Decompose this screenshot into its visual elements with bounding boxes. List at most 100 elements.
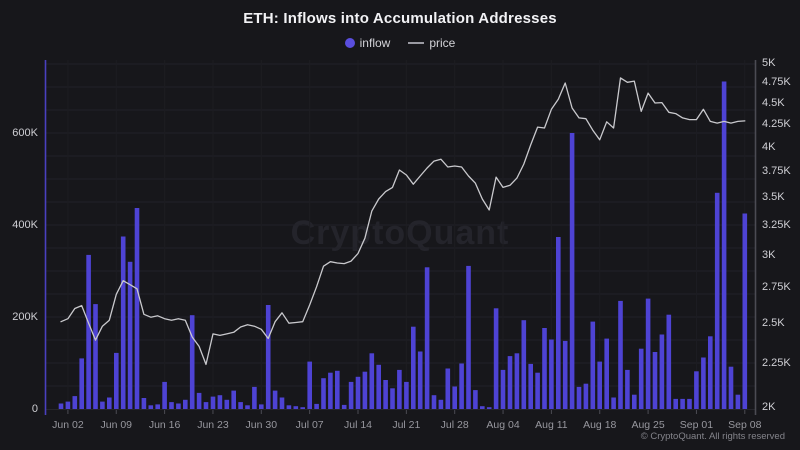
inflow-bar xyxy=(169,402,174,409)
inflow-bar xyxy=(259,404,264,409)
inflow-bar xyxy=(79,358,84,409)
inflow-bar xyxy=(376,364,381,409)
inflow-bar xyxy=(569,133,575,409)
inflow-bar xyxy=(583,383,589,409)
inflow-bar xyxy=(714,192,720,409)
x-axis-label: Jul 14 xyxy=(343,419,373,431)
inflow-bar xyxy=(362,371,368,409)
x-axis-label: Jun 23 xyxy=(197,419,229,431)
x-axis-label: Jun 02 xyxy=(52,419,84,431)
y-axis-right-label: 4.25K xyxy=(762,118,791,130)
inflow-bar xyxy=(341,404,347,409)
y-axis-right-label: 3K xyxy=(762,248,776,261)
x-axis-label: Aug 25 xyxy=(631,419,665,431)
inflow-bar xyxy=(148,405,154,409)
inflow-bar xyxy=(556,237,561,409)
inflow-bar xyxy=(659,334,665,409)
y-axis-right-label: 2.5K xyxy=(762,317,785,330)
y-axis-right-label: 4.75K xyxy=(762,76,791,89)
inflow-bar xyxy=(673,398,678,409)
y-axis-right-label: 4K xyxy=(762,140,776,153)
inflow-bar xyxy=(245,405,250,409)
y-axis-right-label: 3.75K xyxy=(762,164,791,177)
price-line-icon xyxy=(408,42,425,44)
inflow-bar xyxy=(480,406,485,409)
inflow-bar xyxy=(293,406,299,409)
y-axis-right-label: 4.5K xyxy=(762,96,785,109)
inflow-bar xyxy=(535,372,540,409)
copyright-text: © CryptoQuant. All rights reserved xyxy=(640,431,785,442)
inflow-bar xyxy=(611,397,616,409)
inflow-bar xyxy=(645,298,651,409)
inflow-bar xyxy=(314,403,319,409)
y-axis-right-label: 3.25K xyxy=(762,218,791,231)
inflow-bar xyxy=(486,407,492,409)
inflow-bar xyxy=(397,369,402,409)
x-axis-label: Jul 07 xyxy=(295,419,324,431)
y-axis-right-label: 2K xyxy=(762,400,776,413)
inflow-bar xyxy=(604,338,609,409)
inflow-bar xyxy=(452,386,457,409)
x-axis-label: Aug 04 xyxy=(486,419,520,431)
inflow-bar xyxy=(507,356,513,409)
inflow-bar xyxy=(127,261,133,409)
inflow-bar xyxy=(687,398,692,409)
inflow-bar xyxy=(424,267,430,409)
inflow-bar xyxy=(65,401,71,409)
inflow-bar xyxy=(625,369,630,409)
inflow-bar xyxy=(203,402,209,409)
inflow-bar xyxy=(196,392,202,409)
inflow-bar xyxy=(514,353,520,409)
inflow-bar xyxy=(231,390,236,409)
inflow-bar xyxy=(728,366,734,409)
inflow-bar xyxy=(735,394,741,409)
inflow-bar xyxy=(93,304,98,409)
y-axis-left-label: 0 xyxy=(31,403,38,415)
inflow-bar xyxy=(162,381,167,409)
inflow-bar xyxy=(473,390,478,409)
x-axis-label: Jun 09 xyxy=(100,419,133,431)
inflow-bar xyxy=(272,390,278,409)
inflow-bar xyxy=(576,386,582,409)
inflow-bar xyxy=(328,372,333,409)
inflow-bar xyxy=(721,81,727,409)
x-axis-label: Jun 16 xyxy=(148,419,181,431)
inflow-bar xyxy=(590,321,596,409)
inflow-bar xyxy=(300,407,305,409)
inflow-bar xyxy=(335,370,340,409)
inflow-bar xyxy=(286,405,292,409)
inflow-bar xyxy=(189,315,195,409)
inflow-bar xyxy=(348,381,354,409)
inflow-bar xyxy=(417,351,423,409)
inflow-bar xyxy=(355,376,361,409)
inflow-bar xyxy=(708,336,713,409)
legend-item-price[interactable]: price xyxy=(408,36,455,50)
inflow-bar xyxy=(411,326,416,409)
inflow-bar xyxy=(176,403,181,409)
inflow-bar xyxy=(597,361,602,409)
inflow-bar xyxy=(404,381,409,409)
inflow-bar xyxy=(390,388,395,409)
y-axis-left-label: 200K xyxy=(12,311,38,323)
legend-inflow-label: inflow xyxy=(359,36,391,50)
inflow-bar xyxy=(632,394,637,409)
inflow-bar xyxy=(114,352,119,409)
inflow-bar xyxy=(493,308,499,409)
inflow-bar xyxy=(120,236,126,409)
x-axis-label: Aug 18 xyxy=(583,419,617,431)
inflow-bar xyxy=(224,399,230,409)
inflow-bar xyxy=(307,361,312,409)
inflow-bar xyxy=(466,265,471,409)
y-axis-right-label: 2.25K xyxy=(762,356,791,369)
inflow-bar xyxy=(58,403,64,409)
inflow-swatch-icon xyxy=(344,38,355,48)
y-axis-right-label: 3.5K xyxy=(762,190,785,203)
legend-item-inflow[interactable]: inflow xyxy=(344,36,391,50)
inflow-bar xyxy=(459,363,464,409)
inflow-bar xyxy=(618,300,623,409)
inflow-bar xyxy=(742,213,748,409)
inflow-bar xyxy=(680,398,685,409)
x-axis-label: Jul 28 xyxy=(440,419,469,431)
